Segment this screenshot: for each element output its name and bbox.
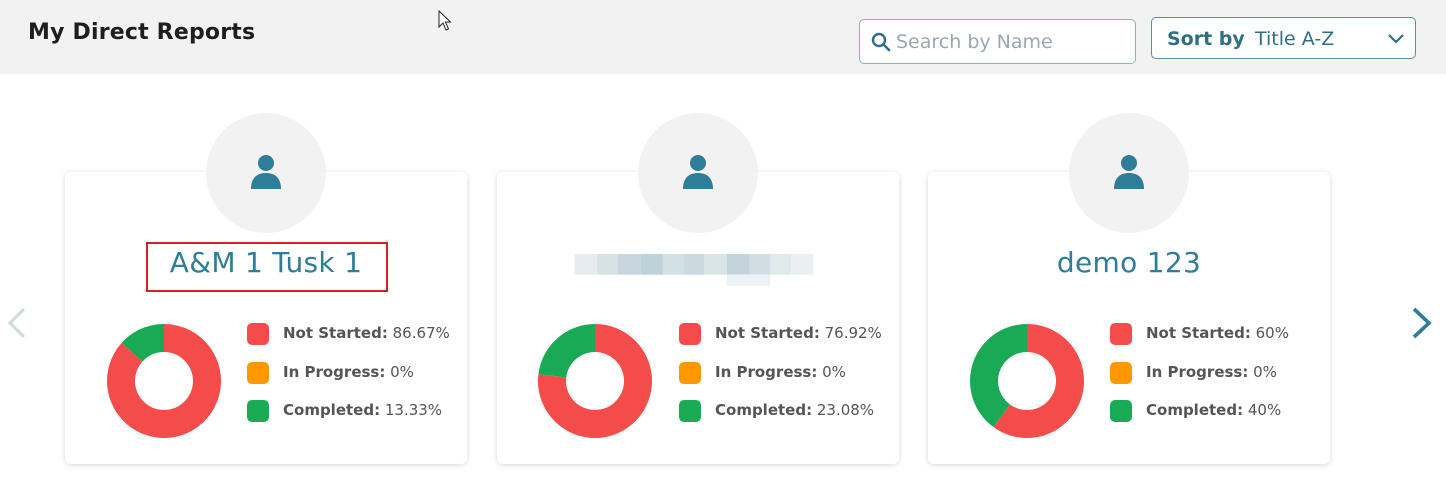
- in-progress-label: In Progress:: [283, 362, 386, 381]
- search-input[interactable]: [896, 27, 1126, 57]
- mouse-cursor-icon: [438, 10, 452, 31]
- not-started-swatch: [247, 323, 269, 345]
- in-progress-swatch: [679, 361, 701, 384]
- legend-item-in-progress: In Progress: 0%: [247, 361, 447, 400]
- header-bar: My Direct Reports Sort by Title A-Z: [0, 0, 1446, 74]
- completed-segment: [121, 324, 164, 362]
- completed-label: Completed:: [1146, 401, 1244, 419]
- not-started-segment: [538, 324, 652, 438]
- completed-value: 40%: [1247, 401, 1282, 419]
- completed-label: Completed:: [715, 401, 813, 419]
- status-donut-chart: [538, 324, 652, 438]
- redacted-name: [574, 254, 814, 286]
- status-legend: Not Started: 76.92% In Progress: 0% Comp…: [679, 322, 882, 438]
- not-started-segment: [993, 324, 1084, 438]
- completed-swatch: [247, 400, 269, 422]
- not-started-label: Not Started:: [715, 324, 820, 342]
- legend-item-in-progress: In Progress: 0%: [1110, 361, 1310, 400]
- not-started-value: 60%: [1255, 324, 1289, 342]
- status-donut-chart: [107, 324, 221, 438]
- user-icon: [1114, 155, 1144, 189]
- report-name[interactable]: demo 123: [1056, 246, 1202, 279]
- in-progress-label: In Progress:: [715, 362, 818, 381]
- not-started-swatch: [1110, 323, 1132, 345]
- status-legend: Not Started: 86.67% In Progress: 0% Comp…: [247, 322, 450, 438]
- search-icon: [871, 32, 891, 52]
- not-started-label: Not Started:: [1146, 324, 1251, 342]
- legend-item-not-started: Not Started: 86.67%: [247, 322, 450, 361]
- in-progress-swatch: [1110, 361, 1132, 384]
- in-progress-value: 0%: [390, 362, 414, 381]
- not-started-swatch: [679, 323, 701, 345]
- legend-item-completed: Completed: 40%: [1110, 399, 1310, 438]
- avatar: [1069, 113, 1189, 233]
- not-started-label: Not Started:: [283, 324, 388, 342]
- search-box[interactable]: [859, 19, 1136, 64]
- not-started-value: 86.67%: [392, 324, 450, 342]
- next-arrow-icon[interactable]: [1410, 306, 1434, 340]
- legend-item-not-started: Not Started: 76.92%: [679, 322, 882, 361]
- completed-value: 13.33%: [384, 401, 443, 419]
- completed-segment: [970, 324, 1027, 428]
- status-legend: Not Started: 60% In Progress: 0% Complet…: [1110, 322, 1310, 438]
- completed-value: 23.08%: [816, 401, 875, 419]
- sort-value: Title A-Z: [1255, 28, 1335, 50]
- sort-dropdown[interactable]: Sort by Title A-Z: [1151, 17, 1416, 59]
- sort-label: Sort by: [1167, 28, 1245, 50]
- previous-arrow-icon[interactable]: [6, 306, 28, 340]
- in-progress-value: 0%: [822, 362, 846, 381]
- completed-label: Completed:: [283, 401, 381, 419]
- legend-item-not-started: Not Started: 60%: [1110, 322, 1310, 361]
- user-icon: [251, 155, 281, 189]
- legend-item-in-progress: In Progress: 0%: [679, 361, 879, 400]
- status-donut-chart: [970, 324, 1084, 438]
- user-icon: [683, 155, 713, 189]
- avatar: [206, 113, 326, 233]
- report-name[interactable]: A&M 1 Tusk 1: [169, 246, 363, 279]
- chevron-down-icon: [1388, 34, 1404, 44]
- in-progress-swatch: [247, 361, 269, 384]
- legend-item-completed: Completed: 23.08%: [679, 399, 879, 438]
- not-started-segment: [107, 324, 221, 438]
- in-progress-value: 0%: [1253, 362, 1277, 381]
- legend-item-completed: Completed: 13.33%: [247, 399, 447, 438]
- in-progress-label: In Progress:: [1146, 362, 1249, 381]
- completed-swatch: [679, 400, 701, 422]
- completed-segment: [538, 324, 595, 378]
- completed-swatch: [1110, 400, 1132, 422]
- highlight-box: [146, 242, 388, 292]
- page-title: My Direct Reports: [28, 20, 256, 45]
- avatar: [638, 113, 758, 233]
- not-started-value: 76.92%: [824, 324, 882, 342]
